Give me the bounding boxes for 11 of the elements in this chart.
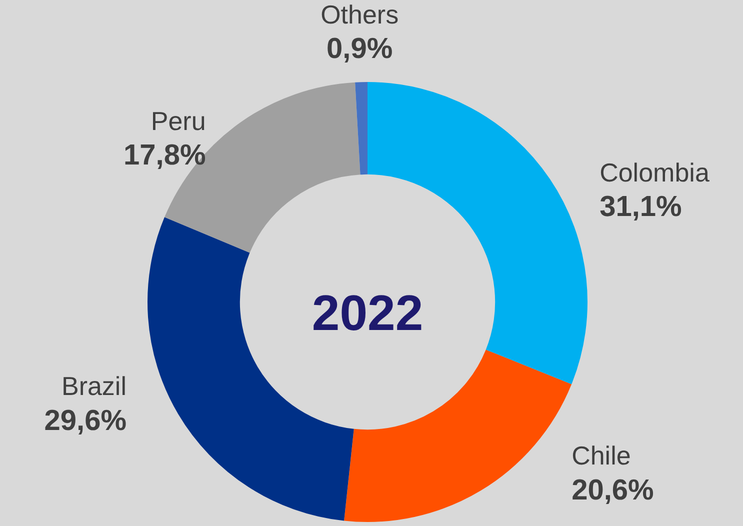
slice-label: Colombia bbox=[600, 157, 710, 188]
data-label: 29,6% bbox=[44, 404, 127, 437]
data-label: 20,6% bbox=[572, 474, 654, 507]
slice-label: Others bbox=[320, 0, 399, 30]
slice-label: Peru bbox=[150, 106, 206, 136]
slice-label: Chile bbox=[572, 440, 631, 471]
slice-label: Brazil bbox=[61, 370, 126, 401]
data-label: 0,9% bbox=[326, 33, 393, 66]
data-label: 31,1% bbox=[600, 191, 682, 224]
text: 2022 bbox=[312, 284, 424, 341]
data-label: 17,8% bbox=[124, 140, 206, 172]
